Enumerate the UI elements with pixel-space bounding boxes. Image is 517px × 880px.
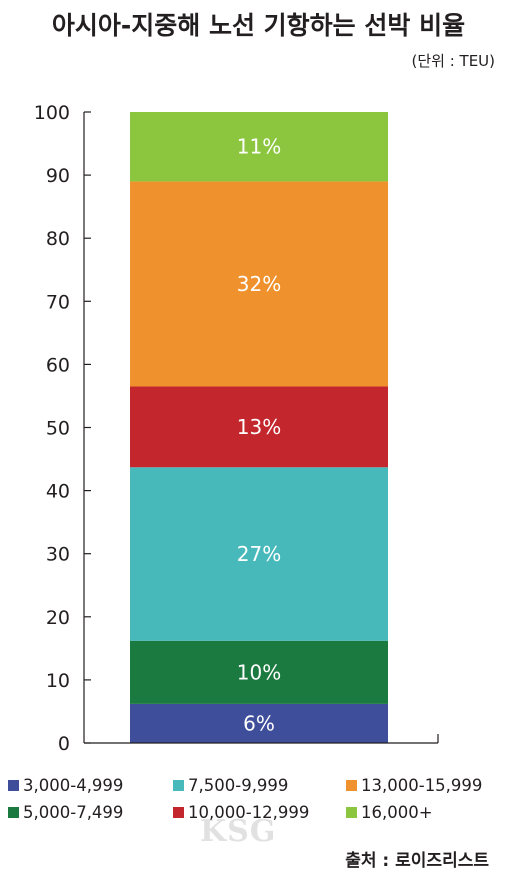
y-tick-label: 20 xyxy=(46,607,70,629)
bar-segment xyxy=(130,467,388,641)
legend-swatch xyxy=(173,780,184,791)
legend-item: 7,500-9,999 xyxy=(173,776,288,795)
legend-label: 10,000-12,999 xyxy=(188,803,310,822)
bar-segment xyxy=(130,640,388,704)
bar-segment xyxy=(130,181,388,387)
legend-swatch xyxy=(346,807,357,818)
y-tick-label: 40 xyxy=(46,481,70,503)
segment-value-label: 6% xyxy=(243,711,275,735)
y-tick-label: 70 xyxy=(46,291,70,313)
y-tick-label: 0 xyxy=(58,733,70,755)
legend-item: 16,000+ xyxy=(346,803,433,822)
legend-item: 13,000-15,999 xyxy=(346,776,482,795)
bar-segment xyxy=(130,386,388,468)
legend-swatch xyxy=(346,780,357,791)
watermark-logo: KSG xyxy=(200,814,277,849)
segment-value-label: 13% xyxy=(237,415,281,439)
y-tick-label: 80 xyxy=(46,228,70,250)
segment-value-label: 11% xyxy=(237,135,281,159)
legend-swatch xyxy=(8,780,19,791)
unit-label: (단위 : TEU) xyxy=(411,52,495,70)
bar-segment xyxy=(130,112,388,182)
legend-swatch xyxy=(8,807,19,818)
chart-title: 아시아-지중해 노선 기항하는 선박 비율 xyxy=(51,11,466,40)
legend-label: 5,000-7,499 xyxy=(23,803,124,822)
legend-label: 13,000-15,999 xyxy=(361,776,483,795)
legend-item: 5,000-7,499 xyxy=(8,803,123,822)
y-tick-label: 100 xyxy=(34,102,70,124)
legend-label: 7,500-9,999 xyxy=(188,776,289,795)
legend-swatch xyxy=(173,807,184,818)
source-note: 출처 : 로이즈리스트 xyxy=(345,851,489,871)
legend-label: 16,000+ xyxy=(361,803,433,822)
y-tick-label: 30 xyxy=(46,544,70,566)
segment-value-label: 10% xyxy=(237,660,281,684)
segment-value-label: 32% xyxy=(237,272,281,296)
y-tick-label: 60 xyxy=(46,354,70,376)
legend-item: 3,000-4,999 xyxy=(8,776,123,795)
y-tick-label: 50 xyxy=(46,418,70,440)
bar-segment xyxy=(130,703,388,743)
y-tick-label: 90 xyxy=(46,165,70,187)
stacked-bar-chart: 6% 10% 27% 13% 32% 11% 0 10 20 30 40 50 60 70 80 90 100 xyxy=(34,102,439,755)
y-tick-label: 10 xyxy=(46,670,70,692)
legend-label: 3,000-4,999 xyxy=(23,776,124,795)
segment-value-label: 27% xyxy=(237,542,281,566)
legend-item: 10,000-12,999 xyxy=(173,803,309,822)
